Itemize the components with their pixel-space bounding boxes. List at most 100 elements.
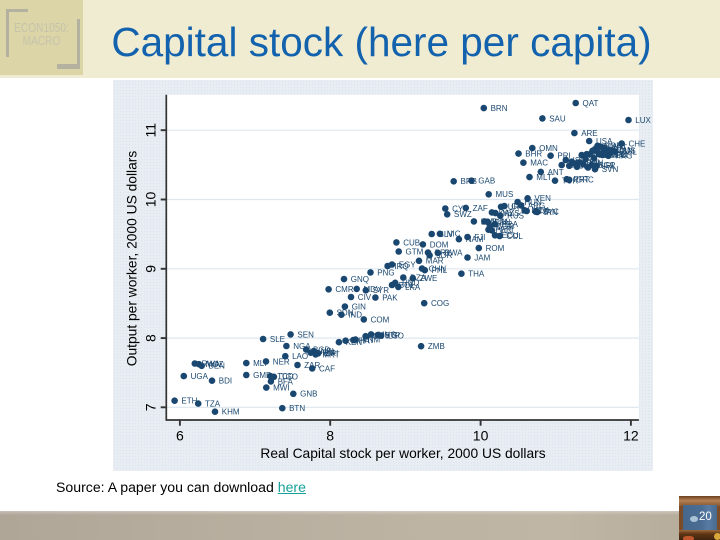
svg-text:CUB: CUB — [403, 238, 420, 247]
svg-text:SYC: SYC — [543, 208, 560, 217]
svg-text:ARG: ARG — [528, 201, 545, 210]
svg-text:SDN: SDN — [337, 309, 354, 318]
svg-text:ECU: ECU — [502, 231, 519, 240]
svg-text:LKA: LKA — [405, 283, 421, 292]
svg-text:CHN: CHN — [429, 265, 447, 274]
svg-text:NOR: NOR — [604, 142, 622, 151]
svg-text:DOM: DOM — [430, 240, 449, 249]
svg-text:AUS: AUS — [619, 147, 635, 156]
svg-text:MDV: MDV — [364, 285, 382, 294]
svg-text:CYP: CYP — [452, 204, 468, 213]
svg-text:USA: USA — [596, 137, 613, 146]
svg-text:VCT: VCT — [499, 226, 515, 235]
svg-text:GAB: GAB — [478, 177, 495, 186]
svg-text:VEN: VEN — [534, 194, 551, 203]
svg-text:URY: URY — [508, 203, 525, 212]
svg-text:IRN: IRN — [544, 208, 558, 217]
svg-text:SLV: SLV — [439, 230, 454, 239]
svg-text:TZA: TZA — [205, 400, 221, 409]
svg-text:GTM: GTM — [406, 247, 424, 256]
svg-text:EGY: EGY — [399, 260, 417, 269]
svg-text:UGA: UGA — [191, 372, 209, 381]
svg-text:IRQ: IRQ — [394, 262, 408, 271]
svg-text:GHA: GHA — [352, 337, 370, 346]
svg-text:10: 10 — [473, 428, 489, 444]
svg-text:ESP: ESP — [581, 159, 597, 168]
svg-text:MAR: MAR — [426, 257, 444, 266]
svg-text:PAN: PAN — [495, 218, 511, 227]
svg-text:SWZ: SWZ — [454, 210, 472, 219]
svg-text:SGP: SGP — [599, 161, 616, 170]
svg-text:TCD: TCD — [277, 372, 294, 381]
svg-text:PHL: PHL — [432, 266, 448, 275]
svg-text:8: 8 — [326, 428, 334, 444]
svg-text:COG: COG — [431, 299, 449, 308]
svg-text:DZA: DZA — [410, 273, 427, 282]
svg-text:KAZ: KAZ — [499, 208, 515, 217]
svg-text:MUS: MUS — [496, 190, 514, 199]
svg-text:BRN: BRN — [491, 104, 508, 113]
svg-text:GMB: GMB — [253, 371, 271, 380]
svg-text:FIN: FIN — [590, 160, 603, 169]
svg-text:KOR: KOR — [569, 161, 587, 170]
svg-text:BEN: BEN — [209, 362, 226, 371]
svg-text:MLT: MLT — [536, 173, 552, 182]
svg-text:JAM: JAM — [474, 253, 490, 262]
svg-text:HND: HND — [402, 279, 420, 288]
svg-text:11: 11 — [143, 123, 159, 138]
svg-text:BGD: BGD — [313, 346, 331, 355]
svg-text:IND: IND — [348, 311, 362, 320]
svg-text:BRB: BRB — [461, 177, 477, 186]
svg-text:BFA: BFA — [278, 377, 294, 386]
svg-text:RWA: RWA — [202, 359, 221, 368]
svg-text:PRY: PRY — [435, 249, 452, 258]
svg-text:BWA: BWA — [445, 249, 464, 258]
svg-text:HUN: HUN — [524, 198, 542, 207]
svg-text:MWI: MWI — [273, 384, 289, 393]
svg-text:NAM: NAM — [466, 235, 484, 244]
svg-text:6: 6 — [176, 428, 184, 444]
svg-text:PAK: PAK — [382, 293, 398, 302]
svg-text:TUR: TUR — [562, 177, 579, 186]
svg-text:FRA: FRA — [597, 150, 614, 159]
svg-text:ETH: ETH — [181, 397, 197, 406]
svg-text:TTO: TTO — [534, 207, 550, 216]
svg-text:SWE: SWE — [606, 150, 624, 159]
svg-text:GRC: GRC — [576, 176, 594, 185]
svg-text:ISL: ISL — [576, 162, 589, 171]
svg-text:QAT: QAT — [583, 99, 599, 108]
svg-text:BGR: BGR — [497, 222, 515, 231]
svg-text:FJI: FJI — [474, 233, 485, 242]
svg-text:RUS: RUS — [507, 212, 524, 221]
svg-text:DEU: DEU — [609, 151, 626, 160]
svg-text:OMN: OMN — [539, 144, 558, 153]
svg-text:HTI: HTI — [360, 336, 373, 345]
svg-text:GBR: GBR — [594, 150, 612, 159]
svg-text:TWN: TWN — [585, 158, 603, 167]
svg-text:12: 12 — [623, 428, 639, 444]
svg-text:TGO: TGO — [281, 373, 298, 382]
svg-text:NER: NER — [273, 357, 290, 366]
svg-text:PER: PER — [495, 226, 512, 235]
svg-text:LBN: LBN — [481, 217, 497, 226]
svg-text:NLD: NLD — [602, 145, 618, 154]
svg-text:MAC: MAC — [530, 159, 548, 168]
svg-text:SYR: SYR — [373, 286, 390, 295]
svg-text:MNG: MNG — [378, 330, 397, 339]
svg-text:LUX: LUX — [635, 116, 651, 125]
svg-text:BTN: BTN — [289, 404, 305, 413]
svg-text:GUY: GUY — [372, 332, 390, 341]
svg-text:LSO: LSO — [388, 332, 404, 341]
svg-text:KHM: KHM — [222, 408, 240, 417]
svg-text:NGA: NGA — [293, 342, 311, 351]
svg-text:SLE: SLE — [270, 335, 285, 344]
svg-text:Output per worker, 2000 US dol: Output per worker, 2000 US dollars — [125, 151, 140, 367]
svg-text:DNK: DNK — [608, 143, 626, 152]
svg-text:ISR: ISR — [573, 156, 587, 165]
svg-text:ZAR: ZAR — [304, 361, 320, 370]
svg-text:IRL: IRL — [604, 162, 617, 171]
svg-text:ARE: ARE — [581, 129, 597, 138]
svg-text:PRT: PRT — [574, 175, 590, 184]
svg-text:VNM: VNM — [362, 336, 380, 345]
svg-text:GNB: GNB — [300, 390, 317, 399]
